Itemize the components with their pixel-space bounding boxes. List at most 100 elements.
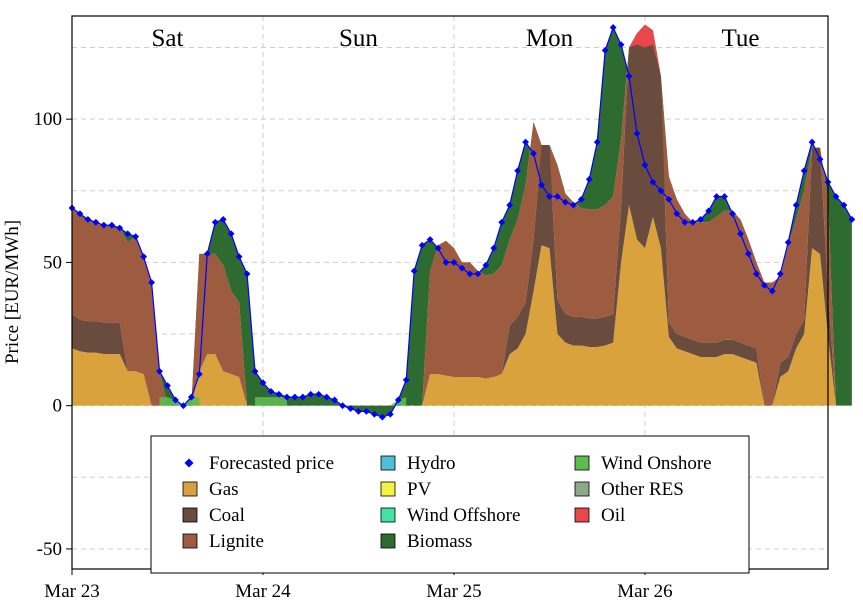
price-point — [490, 244, 498, 252]
legend-label-pv: PV — [407, 479, 432, 500]
price-point — [737, 230, 744, 238]
legend-swatch-gas — [182, 481, 198, 497]
price-point — [76, 210, 84, 218]
price-point — [386, 410, 394, 418]
price-point — [243, 270, 251, 278]
price-point — [394, 396, 402, 404]
price-point — [363, 408, 370, 415]
y-tick-label: 0 — [53, 396, 63, 417]
price-point — [665, 195, 673, 203]
legend-swatch-wind-offshore — [380, 507, 396, 523]
price-point — [172, 396, 179, 404]
legend-swatch-forecasted-price — [184, 458, 194, 468]
legend-label-oil: Oil — [601, 505, 625, 526]
price-point — [291, 393, 299, 401]
price-point — [235, 253, 243, 261]
legend-label-forecasted-price: Forecasted price — [209, 453, 334, 474]
price-point — [514, 167, 522, 175]
price-point — [705, 207, 713, 215]
price-point — [378, 413, 386, 421]
price-point — [164, 382, 171, 390]
price-point — [203, 250, 211, 258]
price-point — [402, 376, 410, 384]
day-label: Sat — [152, 25, 184, 52]
legend-box — [150, 435, 750, 574]
price-point — [498, 218, 506, 226]
legend-label-hydro: Hydro — [407, 453, 456, 474]
price-point — [283, 393, 291, 401]
price-point — [641, 161, 649, 169]
price-point — [259, 379, 267, 387]
price-point — [251, 367, 259, 375]
price-point — [108, 221, 116, 229]
legend-label-gas: Gas — [209, 479, 239, 500]
price-point — [450, 259, 458, 266]
price-point — [180, 402, 187, 410]
price-point — [657, 187, 665, 195]
price-point — [689, 218, 697, 226]
legend-swatch-wind-onshore — [574, 455, 590, 471]
price-point — [752, 270, 760, 278]
price-point — [561, 198, 569, 206]
legend-label-wind-onshore: Wind Onshore — [601, 453, 712, 474]
price-point — [92, 218, 100, 226]
legend-label-lignite: Lignite — [209, 531, 264, 552]
price-point — [299, 393, 307, 401]
legend-swatch-lignite — [182, 533, 198, 549]
price-point — [601, 46, 609, 54]
day-label: Tue — [721, 25, 759, 52]
price-point — [442, 259, 450, 266]
legend: Forecasted price Gas Coal Lignite Hydro PV Win… — [150, 435, 750, 574]
price-point — [410, 267, 418, 275]
price-point — [315, 390, 323, 398]
price-point — [211, 218, 219, 226]
legend-label-biomass: Biomass — [407, 531, 472, 552]
legend-swatch-coal — [182, 507, 198, 523]
price-point — [800, 167, 808, 175]
price-point — [673, 210, 681, 218]
y-axis-label: Price [EUR/MWh] — [2, 220, 23, 364]
price-point — [219, 216, 227, 223]
price-point — [418, 241, 426, 249]
x-tick-label: Mar 24 — [235, 581, 291, 602]
price-point — [760, 281, 768, 289]
price-point — [546, 193, 553, 200]
price-point — [609, 24, 617, 31]
price-point — [355, 408, 362, 415]
price-point — [697, 216, 705, 223]
price-point — [729, 210, 736, 218]
legend-label-wind-offshore: Wind Offshore — [407, 505, 520, 526]
price-point — [522, 138, 529, 146]
price-point — [625, 72, 633, 80]
price-point — [323, 393, 331, 401]
price-point — [434, 244, 442, 252]
price-point — [116, 224, 124, 232]
day-label: Sun — [339, 25, 378, 52]
area-lignite — [72, 44, 852, 406]
price-point — [100, 221, 108, 229]
x-tick-label: Mar 25 — [426, 581, 481, 602]
legend-swatch-other-res — [574, 481, 590, 497]
price-point — [195, 370, 203, 378]
price-point — [466, 270, 474, 278]
price-point — [840, 201, 848, 209]
price-point — [458, 264, 466, 272]
price-point — [339, 402, 346, 410]
price-point — [140, 253, 148, 261]
price-point — [649, 178, 657, 186]
area-wind-onshore-band — [255, 397, 287, 406]
axes: -50 0 50 100 Mar 23 Mar 24 Mar 25 Mar 26 — [34, 109, 673, 602]
price-point — [538, 181, 545, 189]
y-tick-label: -50 — [37, 539, 62, 560]
x-tick-label: Mar 23 — [44, 581, 99, 602]
price-point — [569, 201, 577, 209]
price-point — [331, 396, 339, 404]
legend-swatch-pv — [380, 481, 396, 497]
price-point — [530, 150, 537, 157]
price-point — [577, 195, 585, 203]
price-point — [554, 193, 561, 200]
price-point — [808, 138, 816, 146]
price-point — [506, 201, 514, 209]
price-point — [776, 270, 784, 278]
